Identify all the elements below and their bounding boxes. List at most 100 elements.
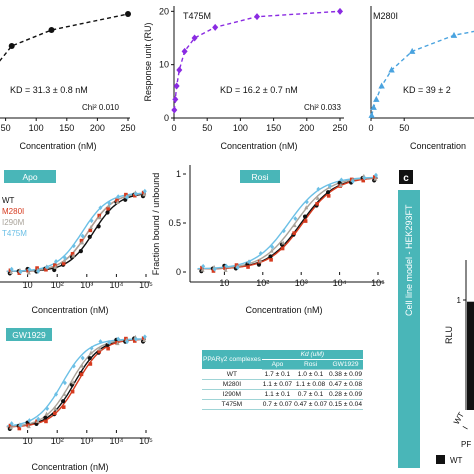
data-point	[61, 405, 66, 409]
x-tick-label: 10²	[256, 278, 269, 288]
x-tick-label: 10⁵	[139, 280, 153, 290]
data-point	[71, 253, 76, 258]
data-point	[53, 263, 57, 267]
data-point	[45, 406, 50, 412]
data-point	[378, 82, 385, 89]
x-tick-label: 100	[233, 123, 248, 133]
data-point	[327, 183, 332, 189]
data-point	[181, 47, 188, 55]
legend-item-i290m: I290M	[2, 218, 25, 227]
panel-letter: c	[403, 173, 409, 184]
fit-curve-i290m	[197, 176, 379, 270]
data-point	[281, 240, 286, 245]
data-point	[97, 213, 102, 218]
data-point	[116, 336, 121, 342]
condition-label: GW1929	[12, 330, 46, 340]
data-point	[107, 200, 112, 206]
data-point	[61, 261, 66, 266]
binding-panel-rosi: 10 10² 10³ 10⁴ 10⁵ 00.51 Rosi Concentration …	[151, 165, 385, 315]
condition-badge: GW1929	[6, 328, 52, 341]
data-points	[171, 7, 343, 114]
data-point	[8, 43, 15, 49]
panel-letter-box	[399, 170, 413, 184]
data-point	[269, 258, 273, 262]
condition-badge: Apo	[4, 170, 56, 183]
x-tick-label: 10⁴	[109, 436, 123, 446]
data-point	[201, 263, 206, 269]
x-tick-label: 50	[202, 123, 212, 133]
data-point	[98, 339, 103, 344]
data-point	[171, 106, 178, 114]
data-point	[44, 411, 49, 416]
data-point	[361, 178, 366, 183]
data-point	[62, 380, 67, 386]
kd-table-col-gw: GW1929	[328, 359, 363, 370]
fit-curve-t475m	[6, 192, 147, 272]
rlu-label: RLU	[444, 326, 454, 344]
data-point	[141, 190, 146, 195]
cell-rosi: 1.0 ± 0.1	[293, 369, 329, 380]
y-tick-label: 0	[176, 267, 181, 277]
data-points	[368, 31, 458, 118]
fit-curve-t475m	[6, 338, 146, 427]
fit-curve-line	[173, 10, 341, 111]
data-point	[79, 372, 84, 377]
data-point	[350, 179, 355, 184]
data-point	[258, 258, 263, 263]
spr-panel-wt: 50 100 150 200 250 KD = 31.3 ± 0.8 nM Chi² 0…	[0, 11, 136, 151]
data-points	[7, 188, 147, 276]
data-point	[212, 266, 217, 272]
data-point	[337, 7, 343, 15]
table-row: I290M 1.1 ± 0.1 0.7 ± 0.1 0.28 ± 0.09	[202, 389, 363, 400]
data-point	[98, 205, 103, 211]
data-point	[176, 66, 183, 74]
x-axis-label: Concentration (nM)	[19, 141, 96, 151]
condition-badge: Rosi	[240, 170, 280, 183]
kd-table-header-complex: PPARγ2 complexes	[202, 350, 262, 370]
x-tick-label: 200	[299, 123, 314, 133]
bottom-label: PF	[461, 440, 471, 449]
x-ticks: 0 50	[368, 118, 409, 133]
data-point	[107, 340, 112, 345]
data-point	[61, 399, 66, 404]
data-point	[326, 194, 331, 198]
condition-label: Apo	[22, 172, 37, 182]
legend-label-wt: WT	[450, 456, 463, 465]
legend-swatch-wt	[436, 455, 445, 464]
y-axis-label: Fraction bound / unbound	[151, 173, 161, 276]
x-tick-label-i: I	[461, 425, 470, 431]
data-point	[115, 200, 120, 205]
x-tick-label: 250	[120, 123, 135, 133]
data-point	[53, 406, 58, 411]
data-point	[132, 339, 137, 343]
cell-apo: 1.7 ± 0.1	[261, 369, 294, 380]
x-tick-label: 250	[332, 123, 347, 133]
data-point	[173, 82, 180, 90]
data-point	[246, 265, 250, 269]
data-point	[224, 263, 229, 269]
data-point	[141, 336, 146, 341]
data-point	[292, 223, 297, 228]
data-point	[88, 225, 93, 230]
fit-curve-m280i	[6, 338, 147, 428]
data-point	[26, 424, 31, 429]
data-point	[362, 175, 367, 181]
chi-annotation: Chi² 0.010	[82, 103, 119, 112]
data-point	[254, 13, 260, 21]
x-axis-label: Concentration	[410, 141, 466, 151]
data-point	[303, 219, 308, 223]
cell-gw: 0.28 ± 0.09	[328, 389, 363, 400]
fit-curves	[197, 176, 379, 270]
y-tick-label: 1	[457, 296, 462, 305]
data-point	[133, 336, 138, 342]
cell-line-title: Cell line model - HEK293FT	[404, 204, 414, 316]
data-point	[172, 95, 179, 103]
cell-rosi: 0.7 ± 0.1	[293, 389, 329, 400]
data-point	[18, 423, 23, 428]
data-point	[105, 210, 110, 215]
data-point	[302, 214, 308, 219]
data-point	[373, 176, 378, 181]
legend-item-wt: WT	[2, 196, 15, 205]
x-tick-label: 10³	[80, 280, 93, 290]
